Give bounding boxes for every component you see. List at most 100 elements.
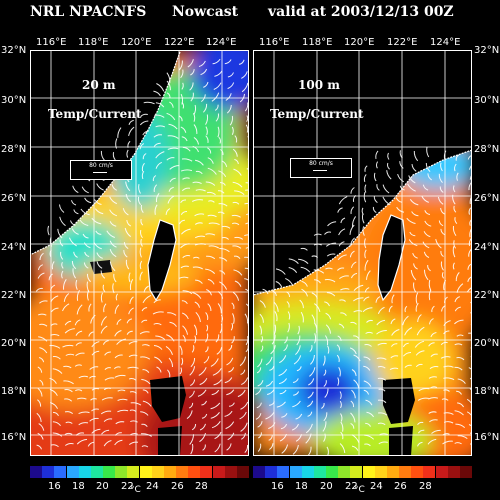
current-streak	[165, 208, 171, 215]
current-streak	[166, 80, 171, 91]
current-streak	[244, 267, 249, 270]
current-streak	[128, 272, 131, 283]
current-streak	[63, 293, 70, 302]
current-streak	[327, 345, 330, 354]
reference-vector-box: 80 cm/s	[70, 160, 132, 180]
current-streak	[245, 124, 249, 133]
current-streak	[325, 324, 331, 334]
current-streak	[101, 397, 113, 401]
current-streak	[142, 400, 152, 407]
colorbar-swatch	[386, 466, 400, 478]
current-streak	[338, 196, 348, 205]
current-streak	[409, 199, 419, 206]
current-streak	[262, 288, 269, 295]
current-streak	[305, 423, 313, 434]
current-streak	[258, 432, 262, 439]
current-streak	[468, 332, 472, 334]
current-streak	[276, 401, 286, 408]
current-streak	[279, 389, 287, 395]
current-streak	[428, 342, 435, 347]
colorbar-tick: 18	[72, 481, 85, 492]
current-streak	[126, 149, 129, 158]
current-streak	[194, 335, 197, 344]
current-streak	[353, 310, 363, 313]
current-streak	[207, 303, 212, 312]
current-streak	[61, 261, 64, 269]
current-streak	[425, 162, 431, 172]
current-streak	[125, 259, 130, 270]
current-streak	[337, 377, 340, 386]
current-streak	[141, 170, 145, 180]
current-streak	[143, 285, 149, 293]
current-streak	[397, 173, 404, 183]
colorbar-tick: 22	[121, 481, 134, 492]
current-streak	[259, 313, 264, 323]
current-streak	[219, 247, 230, 253]
current-streak	[180, 265, 189, 269]
current-streak	[47, 225, 50, 236]
current-streak	[467, 276, 472, 283]
current-streak	[228, 367, 235, 373]
current-streak	[71, 260, 77, 270]
current-streak	[351, 389, 356, 399]
current-streak	[90, 314, 96, 324]
lat-label-right: 18°N	[474, 386, 500, 397]
current-streak	[244, 234, 249, 237]
current-streak	[375, 150, 379, 159]
current-streak	[414, 340, 425, 348]
colorbar-unit: °C	[354, 485, 365, 495]
current-streak	[49, 345, 61, 349]
current-streak	[237, 389, 246, 398]
current-streak	[199, 432, 206, 443]
current-streak	[59, 239, 64, 247]
current-streak	[325, 242, 337, 247]
current-streak	[382, 184, 390, 194]
current-streak	[429, 318, 434, 325]
current-streak	[246, 213, 249, 216]
current-streak	[456, 334, 464, 337]
colorbar-tick: 20	[320, 481, 333, 492]
current-streak	[95, 230, 102, 235]
current-streak	[443, 365, 454, 368]
current-streak	[202, 444, 206, 451]
current-streak	[167, 312, 177, 316]
current-streak	[429, 419, 438, 423]
current-streak	[376, 357, 387, 360]
current-streak	[266, 389, 275, 395]
current-streak	[427, 438, 437, 445]
current-streak	[234, 236, 244, 240]
current-streak	[91, 350, 100, 356]
current-streak	[62, 303, 70, 312]
current-streak	[50, 402, 59, 409]
current-streak	[350, 400, 355, 408]
current-streak	[404, 364, 412, 368]
current-streak	[190, 357, 196, 368]
current-streak	[217, 126, 220, 138]
current-streak	[38, 423, 45, 431]
current-streak	[130, 432, 138, 436]
reference-speed: 80 cm/s	[309, 160, 333, 167]
current-streak	[192, 112, 196, 122]
colorbar-swatch	[54, 466, 68, 478]
reference-arrow	[93, 172, 107, 173]
current-streak	[326, 253, 336, 257]
current-streak	[37, 399, 42, 407]
current-streak	[201, 413, 208, 419]
current-streak	[350, 206, 355, 215]
current-streak	[39, 323, 48, 327]
current-streak	[311, 292, 318, 299]
current-streak	[353, 379, 360, 389]
current-streak	[413, 282, 417, 293]
current-streak	[182, 334, 186, 343]
current-streak	[195, 189, 206, 192]
current-streak	[74, 364, 82, 367]
current-streak	[322, 421, 327, 432]
current-streak	[247, 136, 249, 139]
current-streak	[39, 300, 48, 304]
current-streak	[103, 440, 112, 447]
current-streak	[199, 377, 208, 386]
current-streak	[75, 389, 83, 392]
current-streak	[168, 357, 174, 368]
current-streak	[402, 342, 409, 348]
